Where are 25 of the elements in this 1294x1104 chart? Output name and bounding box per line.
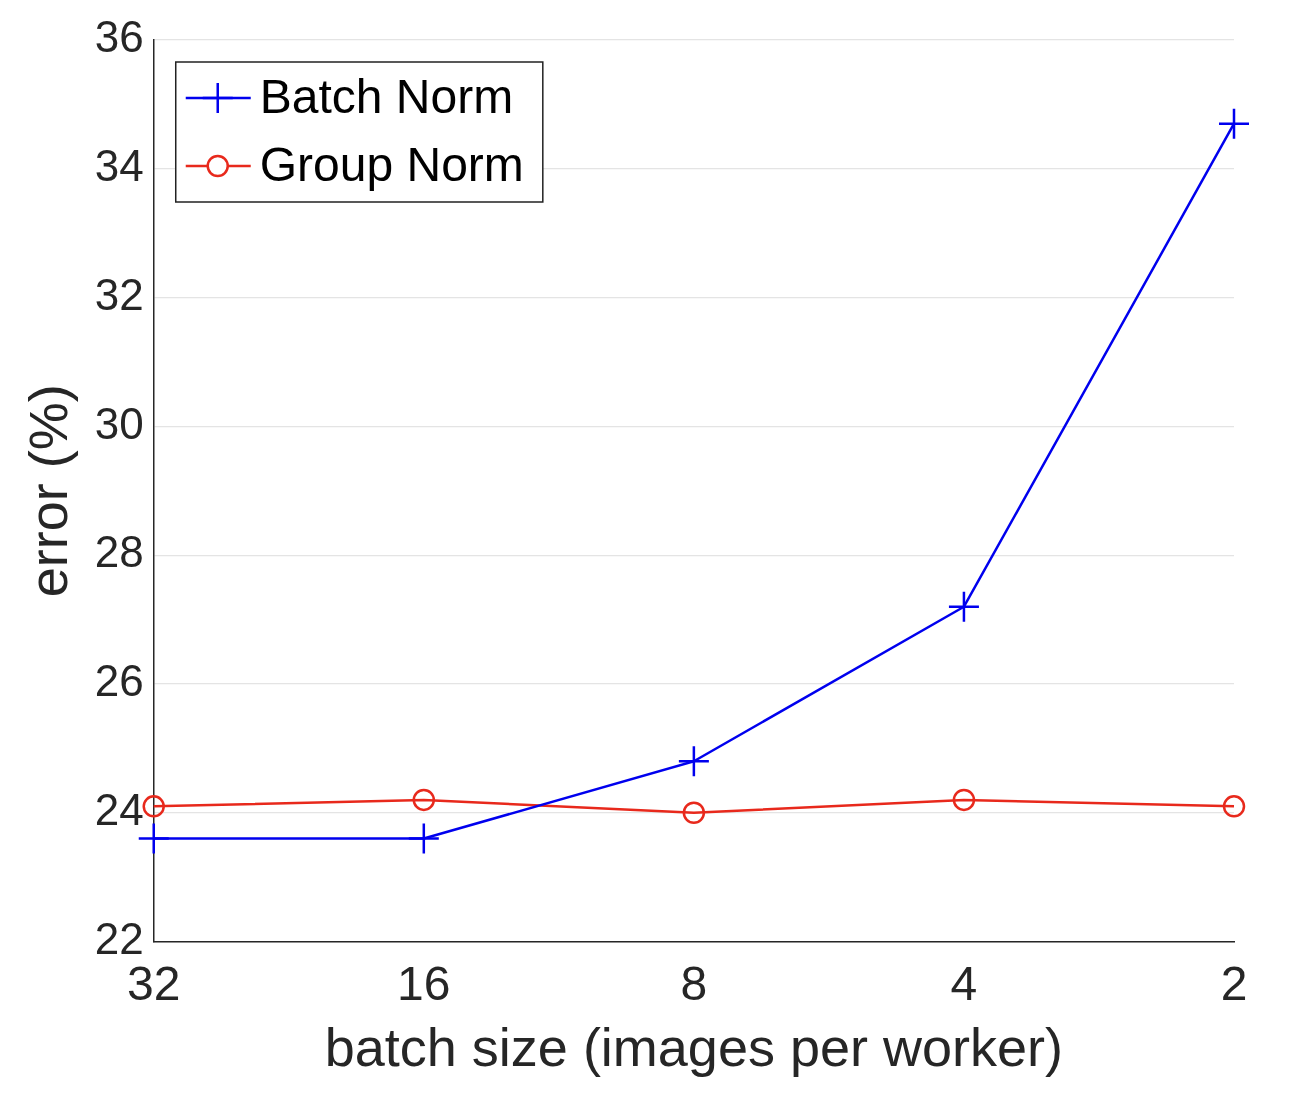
point bbox=[1222, 795, 1246, 818]
x-tick-label: 8 bbox=[680, 956, 708, 1010]
y-tick-label: 32 bbox=[94, 269, 144, 319]
point bbox=[952, 788, 976, 812]
y-tick-label: 28 bbox=[94, 527, 144, 577]
point bbox=[1219, 108, 1249, 139]
y-axis-title: error (%) bbox=[18, 384, 79, 598]
point bbox=[142, 795, 165, 818]
legend-label: Batch Norm bbox=[259, 70, 514, 124]
x-tick-label: 4 bbox=[950, 956, 978, 1010]
y-tick-label: 26 bbox=[94, 656, 144, 706]
y-tick-label: 30 bbox=[94, 398, 144, 448]
legend-label: Group Norm bbox=[259, 138, 524, 192]
y-tick-label: 36 bbox=[94, 12, 144, 62]
x-tick-label: 16 bbox=[397, 956, 451, 1010]
point bbox=[412, 788, 436, 812]
y-tick-label: 34 bbox=[94, 140, 144, 190]
point bbox=[682, 801, 706, 825]
y-tick-label: 24 bbox=[94, 784, 144, 834]
point bbox=[138, 823, 169, 854]
point bbox=[408, 823, 439, 854]
x-tick-label: 2 bbox=[1220, 956, 1248, 1010]
point bbox=[948, 591, 979, 622]
point bbox=[678, 746, 709, 777]
x-axis-title: batch size (images per worker) bbox=[324, 1017, 1063, 1078]
